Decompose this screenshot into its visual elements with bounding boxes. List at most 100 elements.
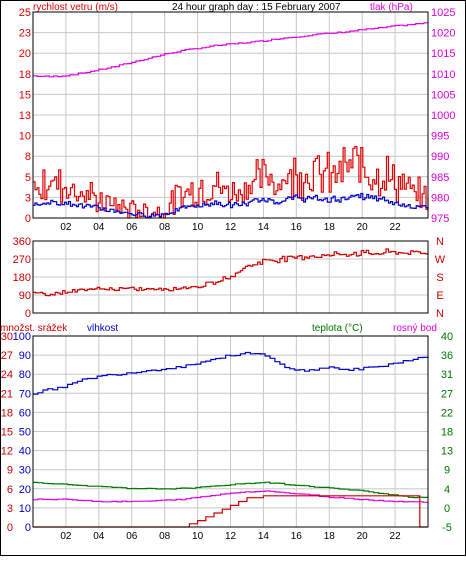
pressure-tick-label: 985: [431, 172, 449, 184]
wind-speed-tick-label: 15: [19, 89, 31, 101]
series-line-humidity: [33, 351, 429, 395]
compass-tick-label: N: [436, 308, 444, 320]
temperature-tick-label: 18: [441, 427, 453, 439]
wind-pressure-frame: [32, 11, 429, 219]
wind-speed-tick-label: 5: [25, 172, 31, 184]
temperature-tick-label: 40: [441, 331, 453, 343]
temperature-tick-label: -5: [442, 522, 452, 534]
rain-tick-label: 27: [1, 350, 13, 362]
humidity-temperature-panel: množst. srážek vlhkost teplota (°C) rosn…: [0, 323, 453, 542]
wind-speed-tick-label: 8: [25, 151, 31, 163]
temperature-tick-label: 13: [441, 446, 453, 458]
temperature-tick-label: 0: [444, 503, 450, 515]
humidity-axis-label: vlhkost: [87, 323, 118, 334]
time-ticks-top: 02 04 06 08 10 12 14 16 18 20 22: [60, 222, 401, 233]
x-tick-label: 12: [225, 222, 237, 233]
x-tick-label: 20: [357, 531, 369, 542]
pressure-ticks: 1025 1020 1015 1010 1005 1000 995 990 985 980 975: [431, 7, 455, 225]
x-tick-label: 12: [225, 531, 237, 542]
dewpoint-axis-label: rosný bod: [393, 323, 437, 334]
humidity-tick-label: 90: [19, 350, 31, 362]
humidity-temperature-series: [33, 351, 429, 528]
wind-direction-frame: [32, 240, 429, 314]
wind-speed-tick-label: 25: [19, 7, 31, 19]
humidity-temperature-frame: [32, 335, 429, 528]
x-tick-label: 16: [291, 222, 303, 233]
x-tick-label: 18: [324, 531, 336, 542]
humidity-tick-label: 0: [25, 522, 31, 534]
x-tick-label: 22: [390, 531, 402, 542]
rain-tick-label: 6: [7, 484, 13, 496]
x-tick-label: 20: [357, 222, 369, 233]
pressure-tick-label: 980: [431, 192, 449, 204]
x-tick-label: 16: [291, 531, 303, 542]
wind-speed-tick-label: 0: [25, 213, 31, 225]
x-tick-label: 08: [159, 531, 171, 542]
wind-pressure-series: [33, 22, 429, 219]
humidity-tick-label: 50: [19, 427, 31, 439]
temperature-tick-label: 36: [441, 350, 453, 362]
series-line-wind-dir: [33, 248, 429, 297]
wind-speed-tick-label: 18: [19, 69, 31, 81]
compass-tick-label: S: [436, 272, 443, 284]
pressure-tick-label: 1020: [431, 28, 455, 40]
x-tick-label: 22: [390, 222, 402, 233]
pressure-tick-label: 1010: [431, 69, 455, 81]
humidity-tick-label: 40: [19, 446, 31, 458]
wind-speed-tick-label: 13: [19, 110, 31, 122]
pressure-tick-label: 1005: [431, 89, 455, 101]
x-tick-label: 08: [159, 222, 171, 233]
temperature-axis-label: teplota (°C): [312, 323, 363, 334]
humidity-tick-label: 20: [19, 484, 31, 496]
pressure-tick-label: 990: [431, 151, 449, 163]
x-tick-label: 14: [258, 222, 270, 233]
series-line-dewpoint: [33, 490, 429, 503]
x-tick-label: 02: [60, 531, 72, 542]
humidity-tick-label: 80: [19, 369, 31, 381]
wind-direction-tick-label: 180: [13, 272, 31, 284]
wind-pressure-grid: [33, 12, 428, 218]
series-line-pressure: [33, 22, 429, 78]
rain-tick-label: 24: [1, 369, 13, 381]
humidity-tick-label: 30: [19, 465, 31, 477]
rain-tick-label: 21: [1, 388, 13, 400]
rain-axis-label: množst. srážek: [0, 323, 68, 334]
rain-tick-label: 18: [1, 407, 13, 419]
rain-tick-label: 30: [1, 331, 13, 343]
rain-tick-label: 0: [7, 522, 13, 534]
wind-speed-tick-label: 3: [25, 192, 31, 204]
temperature-tick-label: 31: [441, 369, 453, 381]
humidity-tick-label: 70: [19, 388, 31, 400]
pressure-tick-label: 995: [431, 131, 449, 143]
wind-direction-series: [33, 248, 429, 297]
chart-title: 24 hour graph day : 15 February 2007: [172, 2, 341, 13]
x-tick-label: 06: [126, 222, 138, 233]
pressure-tick-label: 1000: [431, 110, 455, 122]
pressure-axis-label: tlak (hPa): [370, 2, 413, 13]
wind-direction-tick-label: 0: [25, 308, 31, 320]
wind-speed-tick-label: 10: [19, 131, 31, 143]
rain-tick-label: 3: [7, 503, 13, 515]
temperature-tick-label: 27: [441, 388, 453, 400]
x-tick-label: 04: [93, 222, 105, 233]
wind-speed-tick-label: 23: [19, 28, 31, 40]
humidity-tick-label: 100: [13, 331, 31, 343]
wind-speed-tick-label: 20: [19, 48, 31, 60]
temperature-tick-label: 22: [441, 407, 453, 419]
pressure-tick-label: 975: [431, 213, 449, 225]
time-ticks-bottom: 02 04 06 08 10 12 14 16 18 20 22: [60, 531, 401, 542]
wind-speed-axis-label: rychlost vetru (m/s): [33, 2, 118, 13]
x-tick-label: 04: [93, 531, 105, 542]
compass-tick-label: E: [436, 290, 443, 302]
rain-tick-label: 15: [1, 427, 13, 439]
wind-pressure-panel: rychlost vetru (m/s) 24 hour graph day :…: [19, 2, 456, 233]
x-tick-label: 02: [60, 222, 72, 233]
